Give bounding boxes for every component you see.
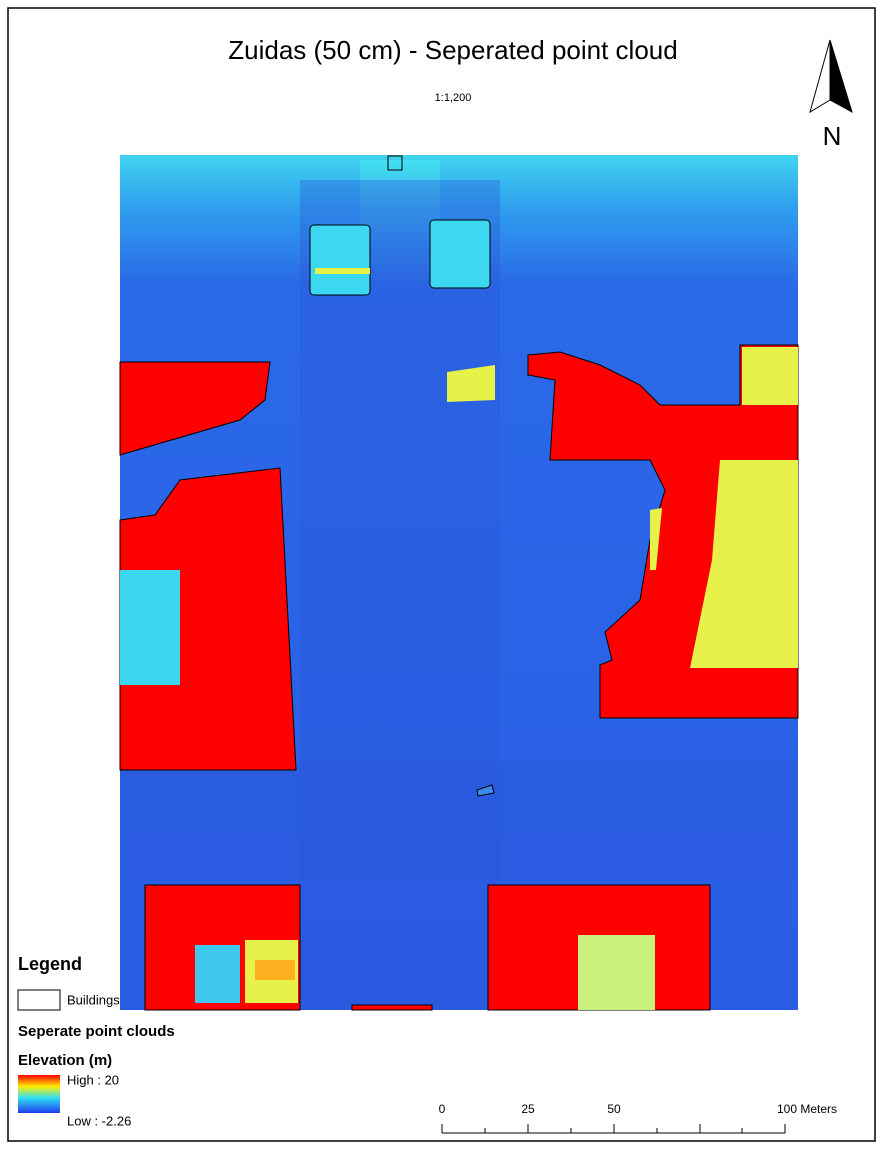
legend-low: Low : -2.26 <box>67 1113 131 1128</box>
legend-high: High : 20 <box>67 1072 119 1087</box>
legend-swatch <box>18 990 60 1010</box>
scale-bar: 0 25 50 100 Meters <box>439 1102 837 1133</box>
scale-label: 50 <box>607 1102 621 1116</box>
scale-label: 100 Meters <box>777 1102 837 1116</box>
north-label: N <box>823 121 842 151</box>
legend-label: Buildings <box>67 992 120 1007</box>
legend-field: Elevation (m) <box>18 1052 112 1069</box>
scale-label: 25 <box>521 1102 535 1116</box>
map-layout: Zuidas (50 cm) - Seperated point cloud 1… <box>0 0 883 1149</box>
color-ramp <box>18 1075 60 1113</box>
north-arrow: N <box>810 40 852 151</box>
map-frame <box>120 155 798 1010</box>
legend-title: Legend <box>18 954 82 974</box>
scale-label: 0 <box>439 1102 446 1116</box>
legend-layer: Seperate point clouds <box>18 1023 175 1040</box>
page: {"title": "Zuidas (50 cm) - Seperated po… <box>0 0 883 1149</box>
map-scale: 1:1,200 <box>435 92 472 104</box>
map-title: Zuidas (50 cm) - Seperated point cloud <box>228 35 677 65</box>
